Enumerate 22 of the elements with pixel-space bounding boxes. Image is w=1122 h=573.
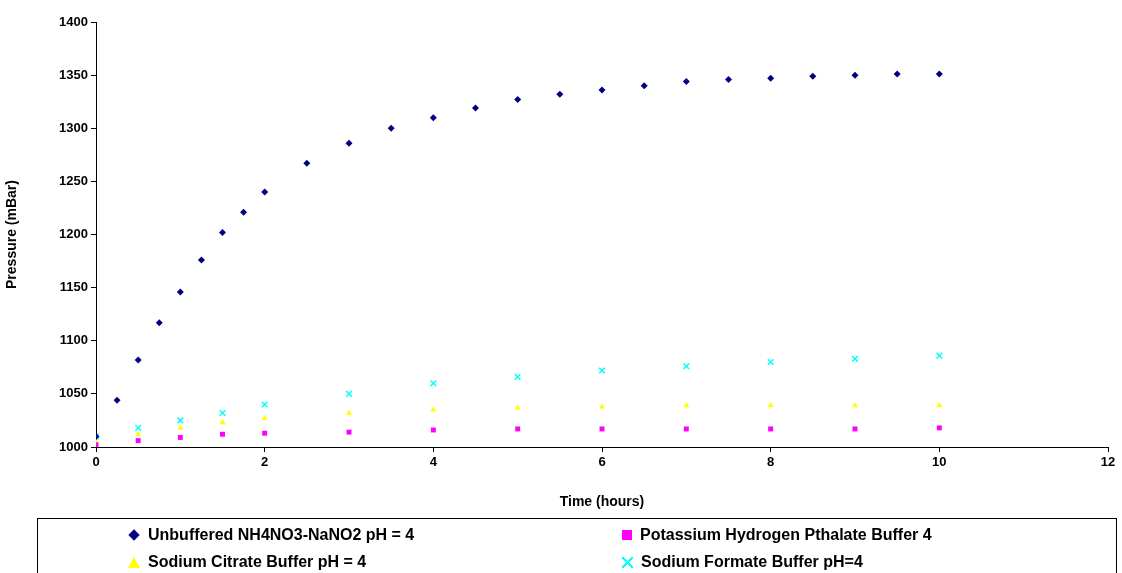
y-tick-label: 1350	[59, 66, 88, 82]
y-tick-label: 1150	[59, 279, 88, 295]
x-tick-label: 4	[429, 454, 438, 470]
x-tick-label: 2	[261, 454, 269, 470]
y-tick-label: 1000	[59, 438, 88, 454]
x-tick-label: 10	[932, 454, 947, 470]
legend-label: Sodium Citrate Buffer pH = 4	[148, 553, 367, 571]
y-axis-title: Pressure (mBar)	[3, 180, 20, 289]
y-tick-label: 1050	[59, 385, 88, 401]
x-tick-label: 12	[1100, 454, 1116, 470]
x-tick-label: 6	[598, 454, 606, 470]
y-tick-label: 1250	[59, 172, 88, 188]
x-tick-label: 8	[767, 454, 775, 470]
y-tick-label: 1400	[59, 13, 88, 29]
legend-label: Unbuffered NH4NO3-NaNO2 pH = 4	[148, 525, 415, 544]
x-axis-title: Time (hours)	[559, 493, 645, 510]
y-tick-label: 1200	[59, 226, 88, 242]
y-tick-label: 1100	[59, 332, 88, 348]
legend-label: Sodium Formate Buffer pH=4	[641, 553, 863, 571]
y-tick-label: 1300	[59, 119, 88, 135]
x-tick-label: 0	[92, 454, 100, 470]
legend-label: Potassium Hydrogen Pthalate Buffer 4	[640, 525, 932, 544]
